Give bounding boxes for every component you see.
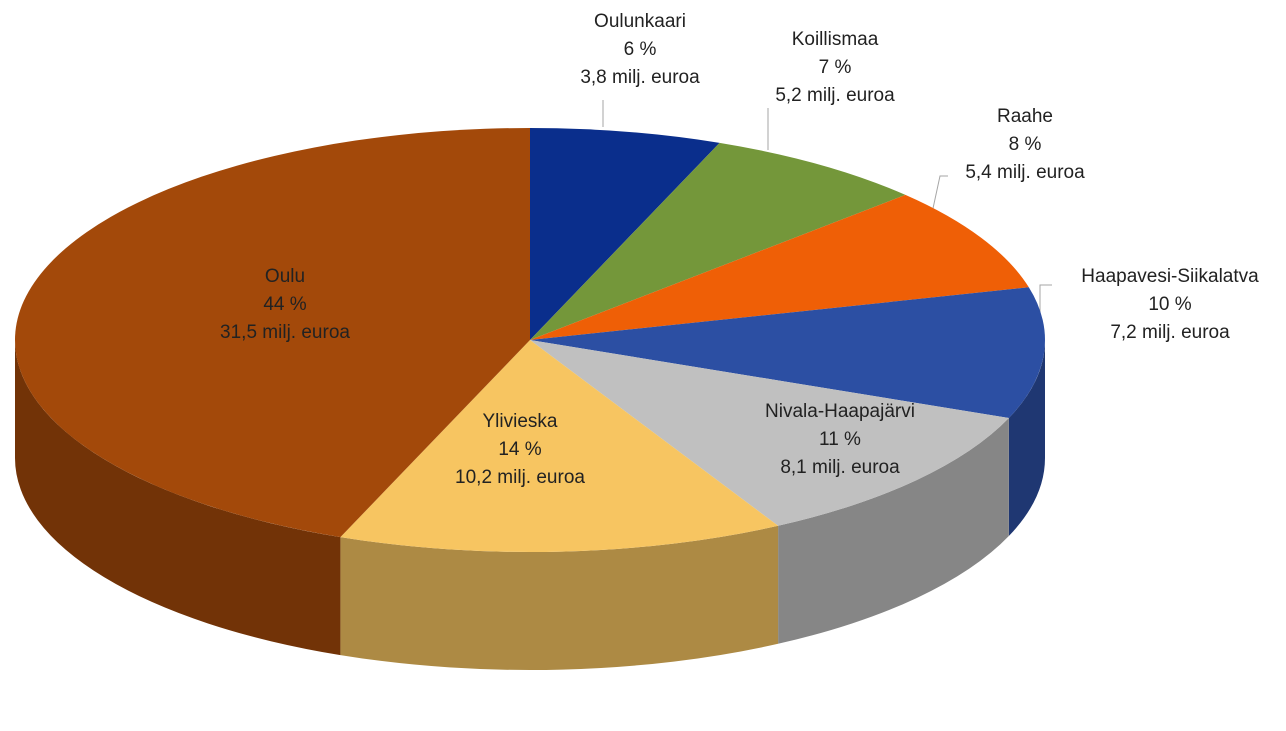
- leader-line: [931, 175, 948, 214]
- slice: [530, 340, 1009, 526]
- slice-side: [15, 340, 341, 656]
- slice-label: Ylivieska: [483, 411, 558, 432]
- slice-amount-label: 8,1 milj. euroa: [780, 457, 900, 478]
- slice: [530, 142, 906, 340]
- slice-side: [1008, 340, 1045, 537]
- slice-label: Raahe: [997, 106, 1053, 127]
- slice-label: Oulu: [265, 266, 305, 287]
- slice-value-label: 10 %: [1148, 294, 1191, 315]
- slice: [530, 287, 1045, 419]
- slice-value-label: 11 %: [819, 429, 861, 450]
- slice-amount-label: 5,2 milj. euroa: [775, 85, 895, 106]
- slice-amount-label: 10,2 milj. euroa: [455, 467, 585, 488]
- slice-value-label: 14 %: [498, 439, 541, 460]
- slice-side: [778, 418, 1009, 644]
- slice-amount-label: 5,4 milj. euroa: [965, 162, 1085, 183]
- slice-value-label: 6 %: [624, 39, 657, 60]
- slice-tops: [15, 128, 1045, 552]
- slice: [530, 194, 1029, 340]
- slice-label: Oulunkaari: [594, 11, 686, 32]
- slice-value-label: 7 %: [819, 57, 852, 78]
- slice-amount-label: 7,2 milj. euroa: [1110, 322, 1230, 343]
- slice-value-label: 44 %: [263, 294, 306, 315]
- slice: [530, 128, 720, 340]
- slice-sides: [15, 340, 1045, 670]
- slice: [340, 340, 779, 552]
- slice-label: Koillismaa: [792, 29, 879, 50]
- slice: [15, 128, 531, 538]
- slice-amount-label: 31,5 milj. euroa: [220, 322, 350, 343]
- slice-amount-label: 3,8 milj. euroa: [580, 67, 700, 88]
- slice-label: Nivala-Haapajärvi: [765, 401, 915, 422]
- slice-label: Haapavesi-Siikalatva: [1081, 266, 1259, 287]
- slice-value-label: 8 %: [1009, 134, 1042, 155]
- slice-side: [340, 525, 779, 670]
